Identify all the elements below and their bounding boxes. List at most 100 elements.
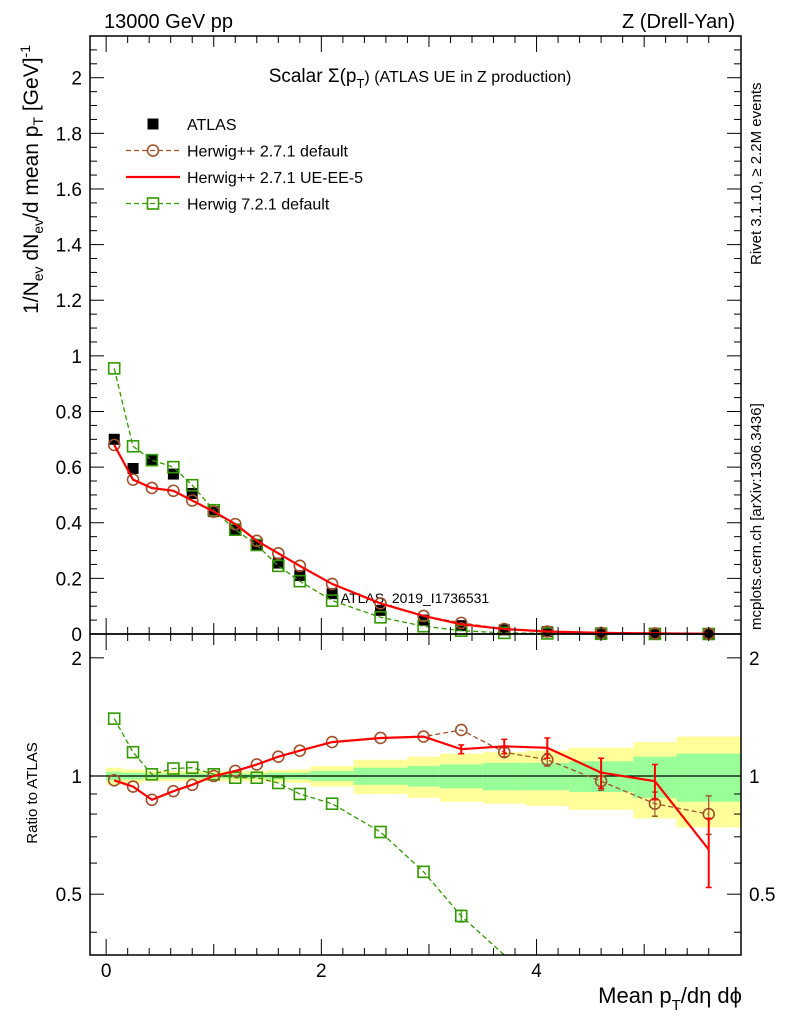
marker-herwig-2-7-1-default	[228, 764, 242, 778]
main-ytick-label: 0.6	[56, 458, 82, 479]
main-ytick-label: 1.8	[56, 124, 82, 145]
main-ytick-label: 0.4	[56, 514, 83, 535]
ylabel-d: [GeV]	[20, 57, 43, 117]
marker-herwig-2-7-1-default	[250, 534, 264, 548]
marker-herwig-7-2-1-default	[228, 771, 242, 785]
main-ytick-label: 0	[71, 625, 82, 646]
legend-label-herwig-2-7-1-ue-ee-5: Herwig++ 2.7.1 UE-EE-5	[187, 170, 363, 187]
legend-marker-herwig-2-7-1-default	[146, 144, 160, 157]
marker-herwig-7-2-1-default	[107, 712, 121, 725]
marker-herwig-7-2-1-default	[107, 362, 121, 375]
marker-herwig-2-7-1-default	[325, 577, 339, 591]
series-line-herwig-7-2-1-default	[113, 718, 505, 956]
ylabel-a: 1/N	[20, 281, 43, 314]
marker-herwig-2-7-1-default	[126, 780, 140, 793]
ratio-series-group	[107, 712, 716, 956]
legend-label-atlas: ATLAS	[187, 117, 237, 134]
ratio-frame	[89, 633, 742, 956]
watermark: ATLAS_2019_I1736531	[341, 590, 490, 606]
mcplots-label: mcplots.cern.ch [arXiv:1306.3436]	[748, 403, 765, 630]
legend: ATLAS Herwig++ 2.7.1 default Herwig++ 2.7.…	[126, 117, 363, 214]
marker-atlas	[167, 468, 179, 480]
marker-herwig-7-2-1-default	[145, 453, 159, 467]
ylabel-b-sub: ev	[30, 219, 46, 234]
marker-herwig-2-7-1-default	[185, 494, 199, 507]
marker-herwig-7-2-1-default	[185, 478, 199, 492]
marker-atlas	[146, 454, 158, 466]
ratio-ytick-label-right: 2	[749, 649, 760, 670]
marker-herwig-7-2-1-default	[126, 439, 140, 453]
marker-herwig-2-7-1-default	[107, 774, 121, 787]
ratio-axes: 0 2 4 0.5 0.5 1 1 2 2	[56, 633, 775, 982]
xlabel: Mean pT/dη dϕ	[598, 983, 742, 1014]
marker-herwig-7-2-1-default	[185, 761, 199, 774]
ratio-ytick-label: 2	[71, 649, 82, 670]
ratio-ytick-label: 0.5	[56, 885, 82, 906]
ratio-ytick-label-right: 0.5	[749, 885, 775, 906]
plot-title-sub: T	[356, 76, 364, 91]
rivet-label: Rivet 3.1.10, ≥ 2.2M events	[748, 83, 765, 266]
marker-atlas	[375, 604, 387, 616]
marker-herwig-7-2-1-default	[145, 768, 159, 781]
main-ytick-label: 1.6	[56, 180, 82, 201]
band-green	[676, 753, 741, 802]
marker-herwig-7-2-1-default	[293, 574, 307, 588]
plot-title-suffix: ) (ATLAS UE in Z production)	[364, 69, 571, 86]
plot-title: Scalar Σ(pT) (ATLAS UE in Z production)	[269, 66, 572, 91]
marker-herwig-7-2-1-default	[325, 797, 339, 811]
marker-herwig-7-2-1-default	[325, 594, 339, 607]
marker-herwig-2-7-1-default	[293, 559, 307, 573]
main-ylabel: 1/Nev dNev/d mean pT [GeV]-1	[17, 45, 46, 314]
marker-herwig-2-7-1-default	[272, 750, 285, 763]
marker-herwig-7-2-1-default	[167, 460, 180, 474]
series-line-herwig-2-7-1-ue-ee-5	[113, 444, 709, 635]
marker-herwig-2-7-1-default	[126, 473, 140, 486]
xlabel-a-sub: T	[672, 997, 681, 1014]
header-right: Z (Drell-Yan)	[622, 11, 735, 33]
marker-herwig-2-7-1-default	[293, 744, 307, 758]
marker-herwig-7-2-1-default	[454, 909, 468, 923]
marker-herwig-2-7-1-default	[207, 505, 221, 518]
marker-herwig-7-2-1-default	[272, 559, 285, 573]
main-ytick-label: 0.8	[56, 402, 82, 423]
xtick-label: 0	[101, 961, 112, 982]
marker-atlas	[272, 557, 284, 569]
marker-herwig-2-7-1-default	[228, 517, 242, 531]
header-left: 13000 GeV pp	[104, 11, 233, 33]
marker-herwig-2-7-1-default	[250, 758, 264, 771]
ratio-ytick-label: 1	[71, 767, 82, 788]
main-ytick-label: 2	[71, 69, 82, 90]
plot-title-prefix: Scalar Σ(p	[269, 66, 357, 87]
xtick-label: 4	[531, 961, 542, 982]
ylabel-c-sub: T	[30, 117, 46, 126]
ylabel-a-sub: ev	[30, 266, 46, 281]
marker-herwig-2-7-1-default	[145, 793, 159, 807]
ylabel-c: /d mean p	[20, 126, 43, 219]
marker-atlas	[326, 588, 338, 600]
marker-herwig-2-7-1-default	[272, 547, 285, 560]
main-ytick-label: 1.4	[56, 236, 83, 257]
xlabel-b: /dη dϕ	[681, 983, 742, 1008]
marker-herwig-7-2-1-default	[497, 626, 511, 640]
marker-herwig-2-7-1-default	[417, 609, 430, 623]
marker-herwig-7-2-1-default	[126, 745, 140, 759]
marker-herwig-7-2-1-default	[374, 825, 387, 839]
main-ytick-label: 0.2	[56, 569, 82, 590]
legend-marker-herwig-7-2-1-default	[146, 197, 160, 210]
main-ytick-label: 1	[71, 347, 82, 368]
marker-herwig-7-2-1-default	[293, 787, 307, 801]
marker-herwig-7-2-1-default	[417, 865, 430, 879]
marker-herwig-2-7-1-default	[185, 778, 199, 792]
legend-label-herwig-2-7-1-default: Herwig++ 2.7.1 default	[187, 144, 349, 161]
marker-herwig-7-2-1-default	[167, 762, 180, 775]
marker-herwig-2-7-1-default	[167, 784, 180, 798]
marker-herwig-7-2-1-default	[374, 611, 387, 624]
marker-herwig-2-7-1-default	[107, 438, 121, 452]
ratio-ytick-label-right: 1	[749, 767, 760, 788]
marker-herwig-2-7-1-default	[207, 769, 221, 783]
marker-herwig-2-7-1-default	[454, 723, 468, 737]
legend-marker-atlas	[147, 118, 159, 130]
marker-atlas	[186, 488, 198, 500]
xtick-label: 2	[316, 961, 327, 982]
